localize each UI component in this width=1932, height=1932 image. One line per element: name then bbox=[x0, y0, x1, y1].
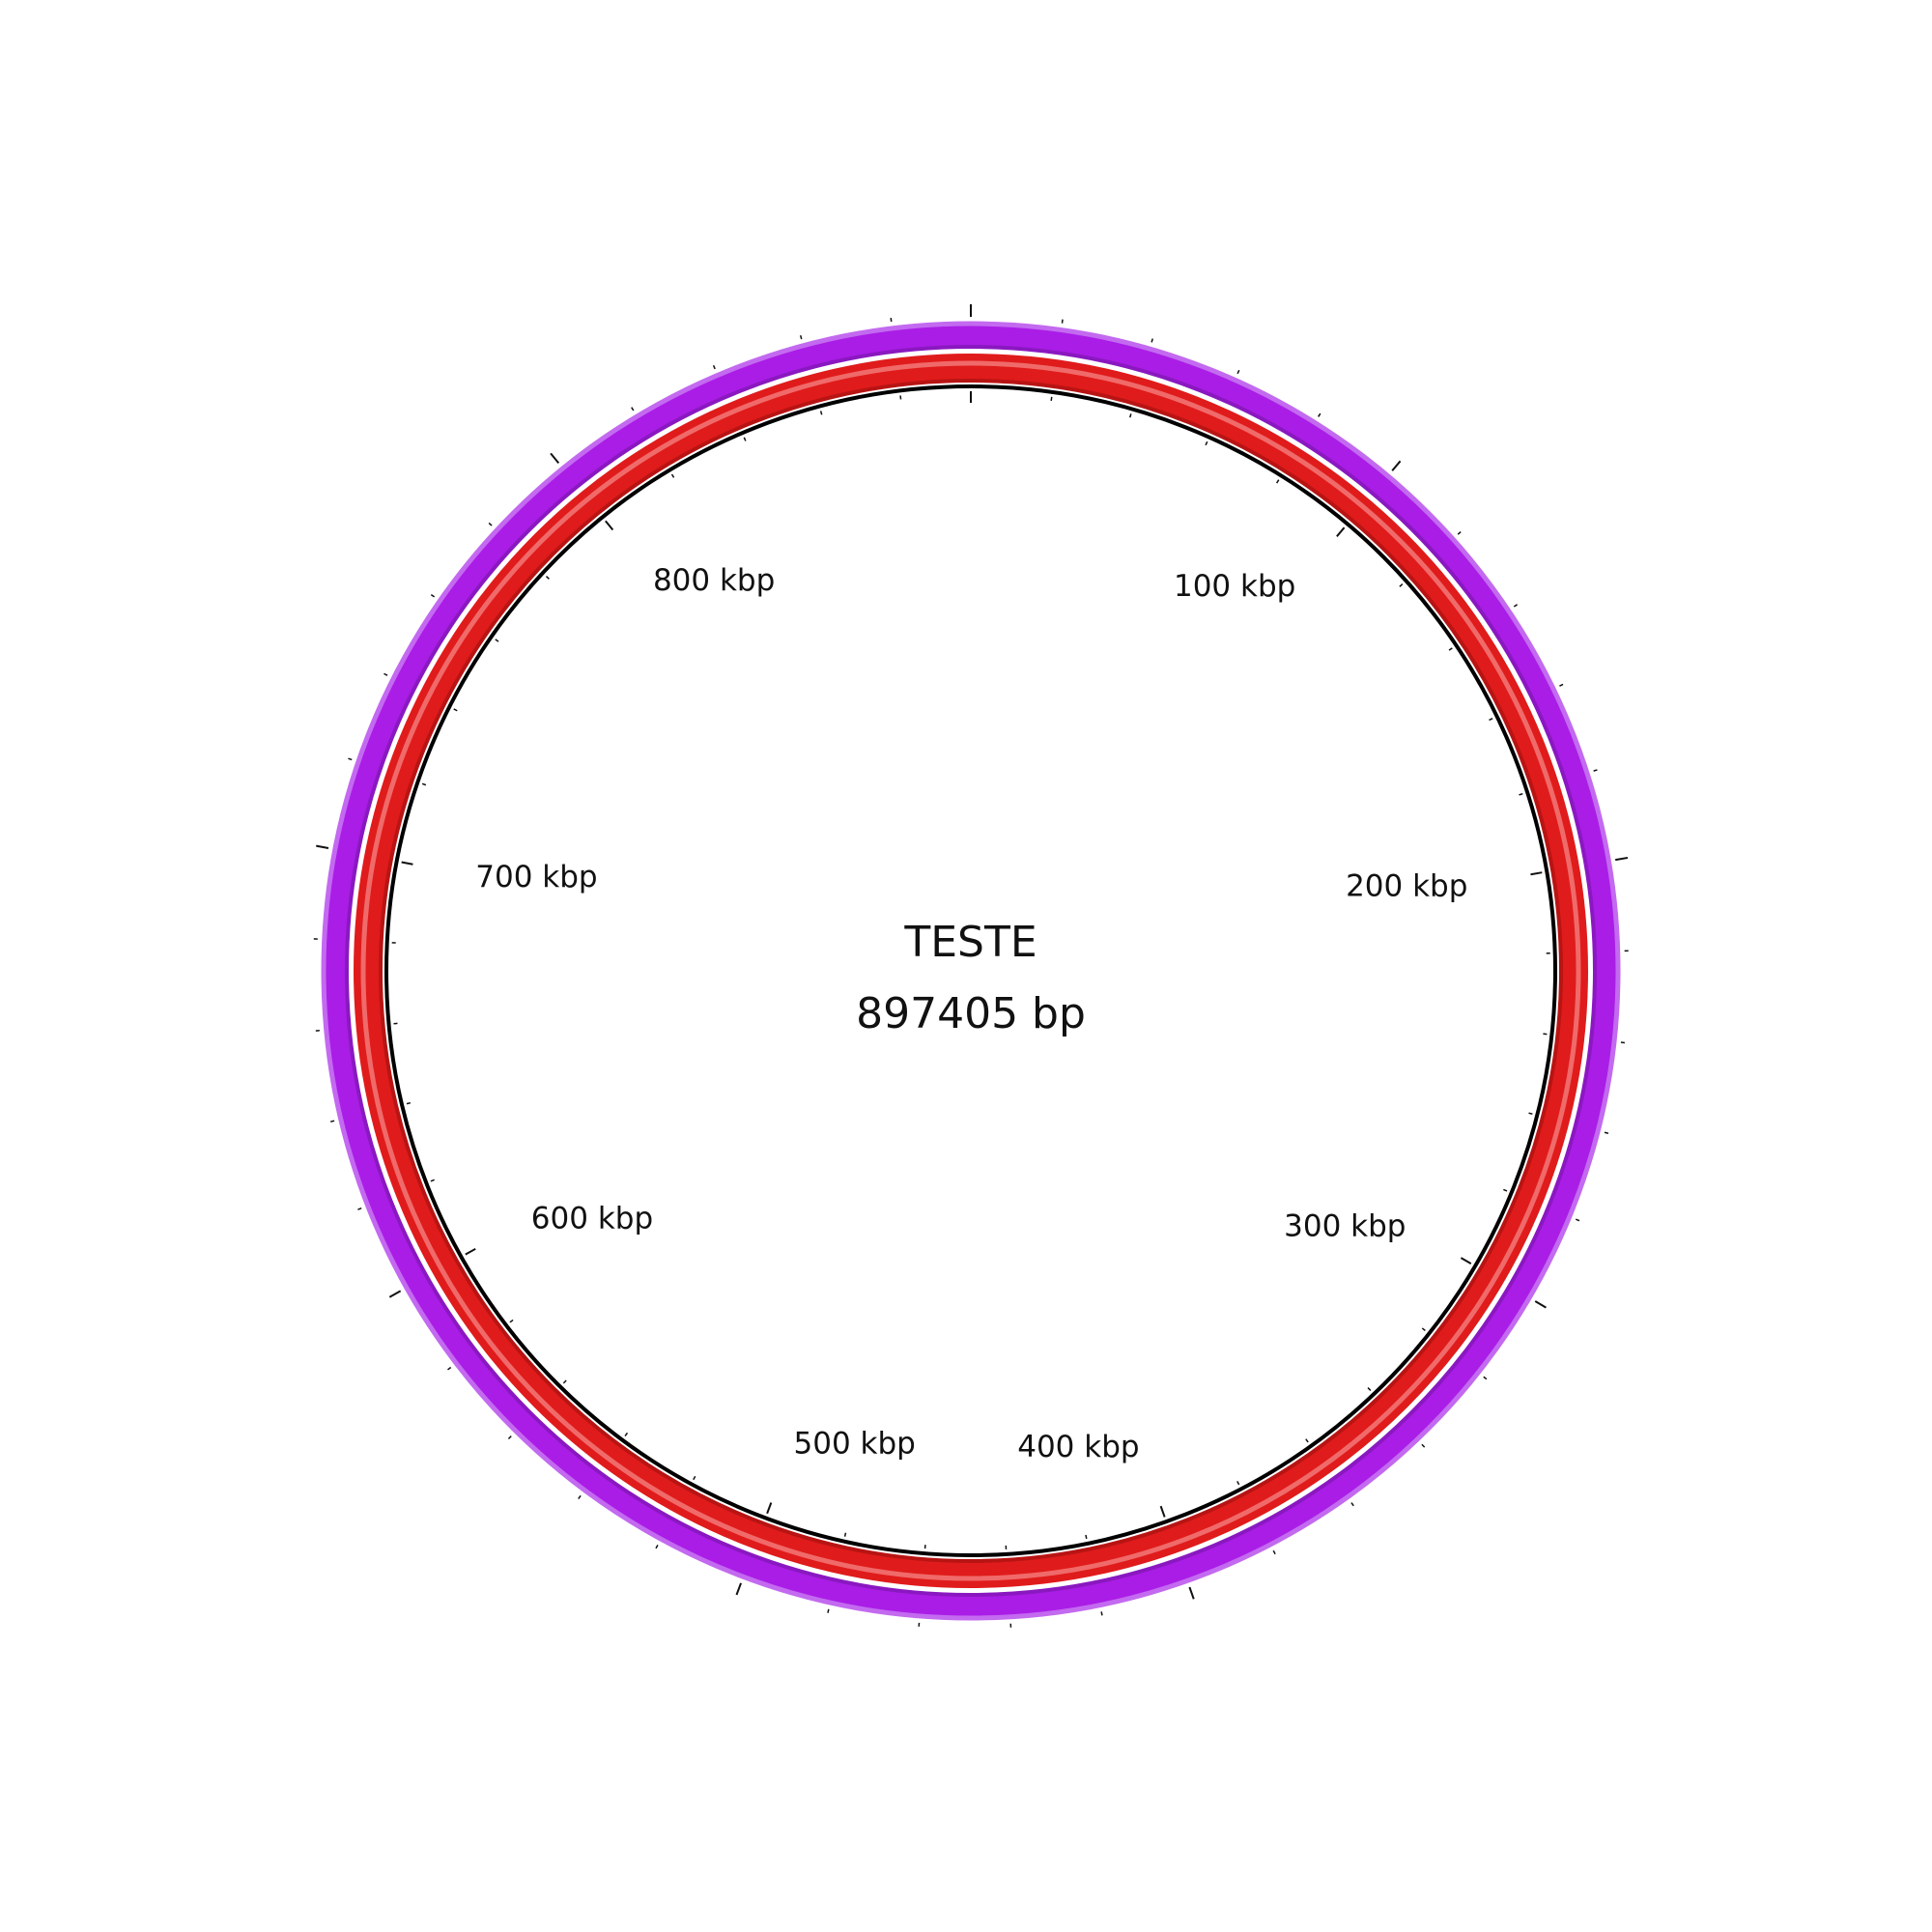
outer-major-tick bbox=[550, 452, 560, 465]
inner-minor-tick bbox=[693, 1475, 696, 1481]
inner-minor-tick bbox=[562, 1379, 567, 1384]
inner-feature-ring bbox=[354, 354, 1588, 1588]
inner-minor-tick bbox=[1205, 440, 1208, 446]
inner-minor-tick bbox=[1503, 1188, 1508, 1192]
inner-minor-tick bbox=[421, 782, 427, 786]
outer-major-tick bbox=[1188, 1586, 1195, 1600]
inner-minor-tick bbox=[1305, 1438, 1309, 1443]
inner-minor-tick bbox=[509, 1319, 514, 1323]
outer-minor-tick bbox=[827, 1608, 830, 1613]
inner-feature-ring-highlight bbox=[360, 360, 1581, 1581]
outer-minor-tick bbox=[1272, 1549, 1276, 1555]
outer-feature-ring bbox=[322, 322, 1620, 1620]
inner-minor-tick bbox=[406, 1101, 412, 1105]
inner-minor-tick bbox=[819, 411, 823, 415]
outer-minor-tick bbox=[488, 522, 493, 526]
outer-minor-tick bbox=[578, 1494, 582, 1499]
outer-minor-tick bbox=[1350, 1502, 1354, 1507]
outer-minor-tick bbox=[655, 1545, 659, 1549]
outer-minor-tick bbox=[1151, 338, 1153, 343]
outer-tick-marks bbox=[313, 304, 1629, 1628]
inner-minor-tick bbox=[1399, 583, 1404, 587]
outer-minor-tick bbox=[1513, 604, 1519, 608]
inner-tick-marks bbox=[391, 391, 1550, 1549]
outer-minor-tick bbox=[1457, 530, 1462, 535]
outer-minor-tick bbox=[507, 1435, 512, 1440]
inner-major-tick bbox=[605, 520, 614, 531]
outer-minor-tick bbox=[631, 407, 635, 412]
outer-major-tick bbox=[1391, 460, 1402, 471]
inner-minor-tick bbox=[1276, 479, 1280, 484]
inner-minor-tick bbox=[1528, 1112, 1533, 1115]
inner-minor-tick bbox=[495, 639, 499, 642]
outer-minor-tick bbox=[430, 593, 436, 598]
inner-minor-tick bbox=[624, 1432, 629, 1436]
inner-major-tick bbox=[1460, 1257, 1472, 1265]
inner-minor-tick bbox=[843, 1532, 847, 1537]
inner-minor-tick bbox=[1085, 1534, 1088, 1540]
position-labels: 100 kbp 200 kbp 300 kbp 400 kbp 500 kbp 600 k… bbox=[475, 563, 1467, 1464]
outer-minor-tick bbox=[348, 757, 353, 761]
outer-minor-tick bbox=[1100, 1611, 1103, 1616]
inner-minor-tick bbox=[1519, 792, 1523, 796]
outer-minor-tick bbox=[1604, 1131, 1609, 1134]
outer-major-tick bbox=[388, 1290, 402, 1298]
inner-feature-ring-inner-edge bbox=[379, 379, 1563, 1563]
outer-minor-tick bbox=[447, 1366, 452, 1371]
outer-minor-tick bbox=[1061, 319, 1064, 324]
inner-minor-tick bbox=[545, 576, 550, 580]
outer-major-tick bbox=[1534, 1300, 1547, 1309]
outer-feature-ring-inner-edge bbox=[345, 345, 1597, 1597]
outer-minor-tick bbox=[1483, 1376, 1488, 1380]
tick-label: 200 kbp bbox=[1346, 868, 1467, 903]
inner-minor-tick bbox=[1489, 718, 1493, 722]
inner-minor-tick bbox=[430, 1179, 435, 1182]
outer-minor-tick bbox=[1318, 412, 1321, 417]
backbone-circle bbox=[384, 384, 1557, 1557]
inner-minor-tick bbox=[453, 708, 458, 712]
inner-major-tick bbox=[1159, 1505, 1166, 1518]
outer-minor-tick bbox=[712, 364, 716, 370]
inner-minor-tick bbox=[670, 473, 675, 478]
outer-minor-tick bbox=[329, 1120, 335, 1122]
inner-major-tick bbox=[401, 861, 413, 866]
inner-major-tick bbox=[766, 1502, 773, 1515]
inner-minor-tick bbox=[1367, 1387, 1372, 1391]
inner-minor-tick bbox=[743, 437, 747, 441]
inner-minor-tick bbox=[1421, 1327, 1426, 1332]
inner-major-tick bbox=[1336, 526, 1346, 537]
inner-minor-tick bbox=[1050, 396, 1053, 401]
outer-minor-tick bbox=[799, 335, 803, 340]
inner-minor-tick bbox=[1236, 1481, 1240, 1486]
inner-minor-tick bbox=[1129, 413, 1132, 418]
tick-label: 400 kbp bbox=[1017, 1430, 1139, 1464]
outer-minor-tick bbox=[1559, 683, 1564, 687]
outer-minor-tick bbox=[1575, 1218, 1580, 1222]
outer-major-tick bbox=[316, 844, 329, 850]
outer-minor-tick bbox=[1593, 769, 1598, 772]
outer-major-tick bbox=[735, 1582, 742, 1596]
genome-length: 897405 bp bbox=[856, 989, 1086, 1038]
outer-minor-tick bbox=[384, 672, 388, 676]
inner-major-tick bbox=[465, 1247, 476, 1256]
inner-major-tick bbox=[1530, 871, 1543, 876]
tick-label: 300 kbp bbox=[1284, 1209, 1406, 1244]
outer-minor-tick bbox=[1421, 1443, 1426, 1448]
tick-label: 600 kbp bbox=[531, 1202, 653, 1236]
outer-minor-tick bbox=[1236, 369, 1240, 375]
outer-minor-tick bbox=[357, 1208, 362, 1210]
tick-label: 800 kbp bbox=[653, 563, 775, 598]
outer-major-tick bbox=[1615, 856, 1629, 862]
tick-label: 500 kbp bbox=[794, 1427, 916, 1462]
outer-feature-ring-edge bbox=[321, 321, 1621, 1621]
inner-minor-tick bbox=[1448, 647, 1453, 651]
genome-name: TESTE bbox=[903, 918, 1037, 967]
feature-rings bbox=[321, 321, 1621, 1621]
tick-label: 100 kbp bbox=[1174, 569, 1295, 604]
tick-label: 700 kbp bbox=[475, 860, 597, 895]
